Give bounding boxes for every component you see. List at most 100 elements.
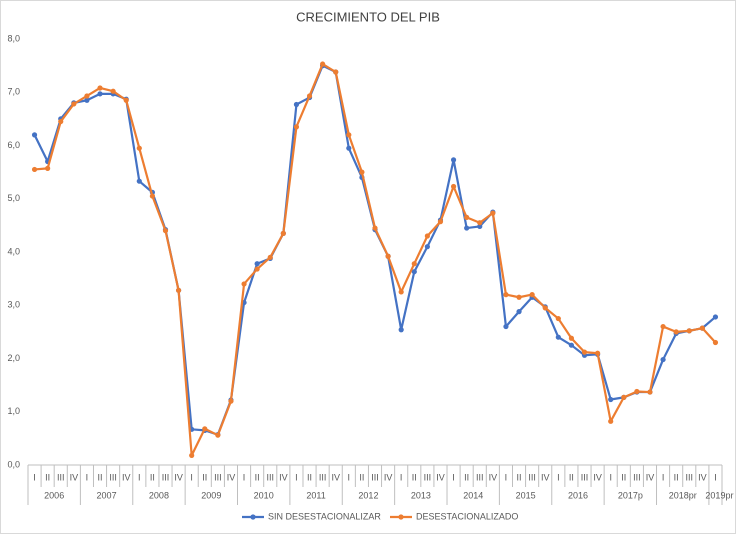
x-group-label: 2016	[568, 490, 588, 500]
x-tick-label: IV	[436, 472, 445, 482]
data-point	[516, 294, 522, 300]
x-group-label: 2015	[516, 490, 536, 500]
data-point	[97, 85, 103, 91]
data-point	[202, 426, 208, 432]
x-tick-label: I	[662, 472, 665, 482]
x-tick-label: IV	[646, 472, 655, 482]
data-point	[660, 356, 666, 363]
data-point	[411, 261, 417, 267]
x-tick-label: II	[464, 472, 469, 482]
x-tick-label: IV	[174, 472, 183, 482]
legend-label: SIN DESESTACIONALIZAR	[268, 511, 381, 521]
data-point	[280, 230, 286, 236]
data-point	[254, 261, 260, 267]
data-point	[424, 244, 430, 250]
data-point	[359, 169, 365, 175]
x-tick-label: I	[33, 472, 36, 482]
x-group-label: 2017p	[618, 490, 643, 500]
x-group-label: 2013	[411, 490, 431, 500]
x-group-label: 2008	[149, 490, 169, 500]
x-tick-label: III	[57, 472, 65, 482]
x-tick-label: II	[98, 472, 103, 482]
data-point	[503, 292, 509, 298]
data-point	[97, 91, 103, 97]
data-point	[58, 118, 64, 125]
data-point	[516, 309, 522, 315]
data-point	[568, 342, 575, 348]
data-point	[608, 418, 614, 424]
x-tick-label: II	[255, 472, 260, 482]
y-tick-label: 6,0	[7, 140, 20, 150]
x-tick-label: III	[581, 472, 589, 482]
x-group-label: 2011	[306, 490, 325, 500]
data-point	[293, 124, 300, 130]
data-point	[398, 327, 404, 333]
data-point	[477, 223, 483, 230]
data-point	[31, 166, 38, 173]
x-tick-label: IV	[541, 472, 550, 482]
y-tick-label: 3,0	[7, 300, 20, 310]
data-point	[71, 101, 77, 107]
x-tick-label: II	[674, 472, 679, 482]
data-point	[241, 281, 247, 287]
data-point	[490, 210, 496, 216]
data-point	[712, 314, 719, 320]
data-point	[110, 88, 116, 94]
x-group-label: 2012	[358, 490, 378, 500]
data-point	[450, 157, 457, 163]
x-tick-label: IV	[593, 472, 602, 482]
x-tick-label: I	[505, 472, 508, 482]
x-tick-label: I	[138, 472, 141, 482]
x-group-label: 2010	[254, 490, 274, 500]
x-tick-label: III	[371, 472, 379, 482]
data-point	[477, 220, 483, 226]
x-tick-label: III	[476, 472, 484, 482]
x-tick-label: III	[686, 472, 694, 482]
data-point	[175, 287, 182, 293]
x-tick-label: IV	[331, 472, 340, 482]
y-tick-label: 0,0	[7, 459, 20, 469]
data-point	[320, 61, 326, 67]
data-point	[84, 93, 90, 99]
data-point	[136, 145, 142, 151]
y-tick-label: 4,0	[7, 246, 20, 256]
data-point	[464, 225, 470, 231]
x-tick-label: I	[190, 472, 193, 482]
data-point	[555, 315, 561, 322]
data-point	[621, 394, 627, 400]
x-tick-label: III	[266, 472, 274, 482]
x-tick-label: II	[569, 472, 574, 482]
x-group-label: 2019pr	[705, 490, 733, 500]
data-point	[437, 219, 444, 225]
data-point	[411, 269, 417, 275]
data-point	[673, 329, 679, 335]
data-point	[647, 389, 653, 395]
x-tick-label: I	[243, 472, 246, 482]
x-tick-label: II	[412, 472, 417, 482]
x-tick-label: I	[714, 472, 717, 482]
data-point	[346, 145, 352, 151]
data-point	[293, 101, 300, 108]
data-point	[542, 305, 548, 311]
x-tick-label: I	[452, 472, 455, 482]
data-point	[254, 266, 260, 272]
x-tick-label: III	[528, 472, 536, 482]
data-point	[31, 132, 38, 138]
x-tick-label: IV	[489, 472, 498, 482]
x-tick-label: I	[348, 472, 351, 482]
data-point	[686, 328, 692, 334]
legend-marker	[398, 514, 404, 520]
x-group-label: 2018pr	[669, 490, 697, 500]
legend-marker	[250, 514, 256, 520]
y-tick-label: 1,0	[7, 406, 20, 416]
x-tick-label: IV	[279, 472, 288, 482]
x-tick-label: II	[517, 472, 522, 482]
x-tick-label: III	[424, 472, 432, 482]
x-tick-label: IV	[70, 472, 79, 482]
x-tick-label: IV	[698, 472, 707, 482]
data-point	[568, 335, 575, 341]
x-group-label: 2009	[201, 490, 221, 500]
x-tick-label: III	[214, 472, 222, 482]
